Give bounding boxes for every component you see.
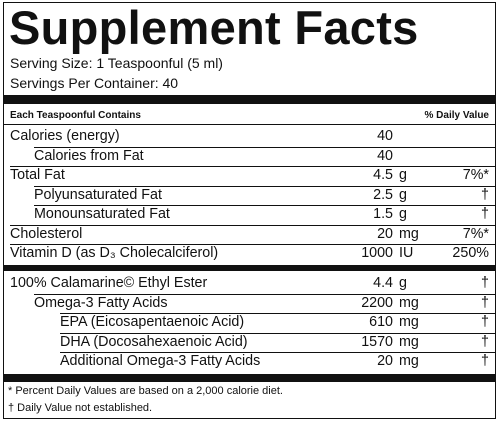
nutrient-row: Additional Omega-3 Fatty Acids 20 mg † xyxy=(4,352,495,372)
amount: 1.5 xyxy=(373,206,393,222)
unit: mg xyxy=(399,294,419,311)
footnote: * Percent Daily Values are based on a 2,… xyxy=(8,385,283,397)
amount: 4.4 xyxy=(373,275,393,291)
nutrient-name: Omega-3 Fatty Acids xyxy=(34,294,168,311)
nutrient-name: 100% Calamarine© Ethyl Ester xyxy=(10,275,208,291)
amount: 2200 xyxy=(361,294,393,311)
footnote: † Daily Value not established. xyxy=(8,402,153,414)
title: Supplement Facts xyxy=(9,1,419,54)
amount: 40 xyxy=(377,128,393,144)
section: 100% Calamarine© Ethyl Ester 4.4 g † Omega-3… xyxy=(4,274,495,372)
nutrient-name: Polyunsaturated Fat xyxy=(34,186,162,203)
daily-value: 250% xyxy=(452,245,489,261)
nutrient-row: Cholesterol 20 mg 7%* xyxy=(4,224,495,245)
daily-value: † xyxy=(481,186,489,203)
nutrient-name: Additional Omega-3 Fatty Acids xyxy=(60,353,261,369)
daily-value: † xyxy=(481,333,489,350)
unit: g xyxy=(399,206,407,222)
amount: 20 xyxy=(377,353,393,369)
nutrient-name: Total Fat xyxy=(10,167,65,183)
section: Calories (energy) 40 Calories from Fat 40 To… xyxy=(4,127,495,264)
unit: g xyxy=(399,275,407,291)
nutrient-row: EPA (Eicosapentaenoic Acid) 610 mg † xyxy=(4,313,495,333)
nutrient-row: 100% Calamarine© Ethyl Ester 4.4 g † xyxy=(4,274,495,294)
column-header: Each Teaspoonful Contains xyxy=(10,110,141,121)
divider-bar xyxy=(4,265,495,271)
daily-value: † xyxy=(481,353,489,369)
daily-value: † xyxy=(481,206,489,222)
nutrient-name: DHA (Docosahexaenoic Acid) xyxy=(60,333,248,350)
unit: mg xyxy=(399,225,419,242)
amount: 40 xyxy=(377,147,393,164)
servings-per-container: Servings Per Container: 40 xyxy=(10,75,179,91)
amount: 1570 xyxy=(361,333,393,350)
daily-value: 7%* xyxy=(462,225,489,242)
unit: mg xyxy=(399,333,419,350)
amount: 4.5 xyxy=(373,167,393,183)
nutrient-row: Omega-3 Fatty Acids 2200 mg † xyxy=(4,293,495,314)
label: Supplement Facts Serving Size: 1 Teaspoo… xyxy=(3,2,496,419)
nutrient-name: EPA (Eicosapentaenoic Acid) xyxy=(60,314,245,330)
nutrient-name: Monounsaturated Fat xyxy=(34,206,170,222)
unit: mg xyxy=(399,353,419,369)
unit: mg xyxy=(399,314,419,330)
nutrient-row: Vitamin D (as D₃ Cholecalciferol) 1000 IU 2… xyxy=(4,244,495,264)
nutrient-name: Calories from Fat xyxy=(34,147,144,164)
nutrient-row: DHA (Docosahexaenoic Acid) 1570 mg † xyxy=(4,332,495,353)
daily-value: † xyxy=(481,294,489,311)
nutrient-row: Calories (energy) 40 xyxy=(4,127,495,147)
unit: g xyxy=(399,167,407,183)
nutrient-row: Polyunsaturated Fat 2.5 g † xyxy=(4,185,495,206)
amount: 2.5 xyxy=(373,186,393,203)
daily-value: † xyxy=(481,314,489,330)
nutrient-row: Monounsaturated Fat 1.5 g † xyxy=(4,205,495,225)
nutrient-name: Cholesterol xyxy=(10,225,83,242)
nutrient-name: Vitamin D (as D₃ Cholecalciferol) xyxy=(10,245,219,261)
divider-bar xyxy=(4,374,495,382)
amount: 1000 xyxy=(361,245,393,261)
column-header: % Daily Value xyxy=(424,110,489,121)
unit: g xyxy=(399,186,407,203)
amount: 20 xyxy=(377,225,393,242)
divider xyxy=(4,124,495,125)
nutrient-row: Calories from Fat 40 xyxy=(4,146,495,167)
nutrient-row: Total Fat 4.5 g 7%* xyxy=(4,166,495,186)
nutrient-name: Calories (energy) xyxy=(10,128,120,144)
amount: 610 xyxy=(369,314,393,330)
daily-value: † xyxy=(481,275,489,291)
unit: IU xyxy=(399,245,414,261)
divider-bar xyxy=(4,95,495,104)
daily-value: 7%* xyxy=(462,167,489,183)
serving-size: Serving Size: 1 Teaspoonful (5 ml) xyxy=(10,55,223,71)
